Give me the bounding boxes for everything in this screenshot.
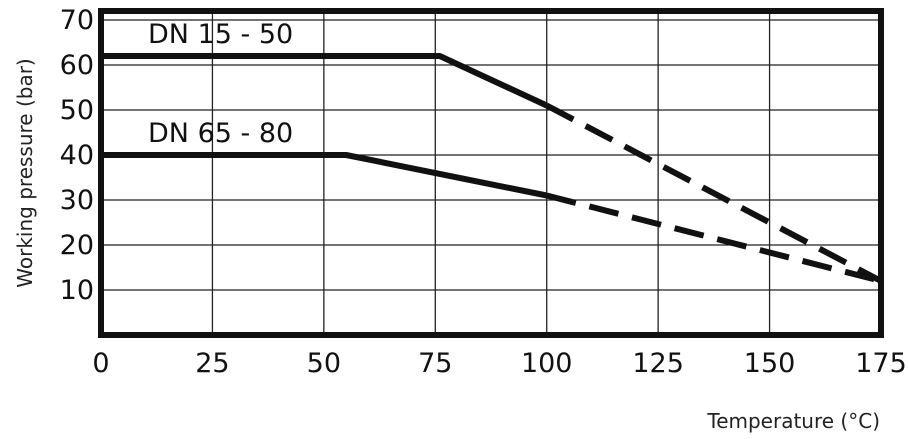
x-tick-label: 25 bbox=[195, 348, 229, 379]
series-label: DN 15 - 50 bbox=[148, 19, 293, 50]
series-solid-segment bbox=[101, 53, 548, 109]
x-tick-label: 150 bbox=[744, 348, 796, 379]
x-tick-labels: 0 25 50 75 100 125 150 175 bbox=[92, 348, 906, 379]
x-tick-label: 75 bbox=[418, 348, 452, 379]
series-label: DN 65 - 80 bbox=[148, 118, 293, 149]
series-dashed-segment bbox=[545, 102, 883, 284]
y-tick-label: 70 bbox=[60, 5, 94, 36]
x-axis-label: Temperature (°C) bbox=[706, 409, 880, 433]
x-tick-label: 175 bbox=[855, 348, 907, 379]
x-tick-label: 50 bbox=[307, 348, 341, 379]
y-tick-labels: 10 20 30 40 50 60 70 bbox=[60, 5, 94, 306]
y-axis-label: Working pressure (bar) bbox=[13, 58, 37, 287]
series-dashed-segment bbox=[545, 192, 882, 284]
grid bbox=[101, 11, 881, 335]
y-tick-label: 40 bbox=[60, 140, 94, 171]
series-labels: DN 15 - 50 DN 65 - 80 bbox=[148, 19, 293, 149]
y-tick-label: 60 bbox=[60, 50, 94, 81]
y-tick-label: 10 bbox=[60, 275, 94, 306]
x-tick-label: 100 bbox=[521, 348, 573, 379]
series-line bbox=[101, 53, 883, 284]
y-tick-label: 30 bbox=[60, 185, 94, 216]
y-tick-label: 20 bbox=[60, 230, 94, 261]
series-solid-segment bbox=[101, 152, 548, 199]
plot-frame bbox=[98, 8, 884, 338]
series-line bbox=[101, 152, 882, 284]
y-tick-label: 50 bbox=[60, 95, 94, 126]
series-lines bbox=[101, 53, 883, 284]
x-tick-label: 125 bbox=[632, 348, 684, 379]
x-tick-label: 0 bbox=[92, 348, 109, 379]
